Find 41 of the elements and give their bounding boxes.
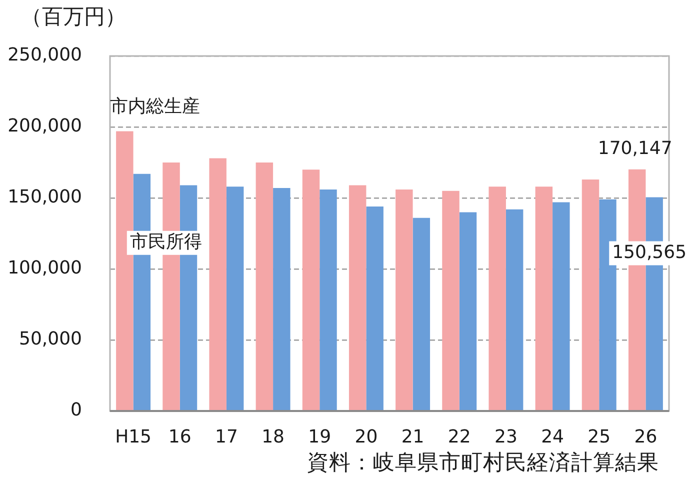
x-tick-label: 17 <box>215 426 238 448</box>
y-tick-label: 100,000 <box>8 258 82 279</box>
bar <box>535 186 553 410</box>
bar <box>552 202 570 410</box>
x-tick-label: 18 <box>262 426 284 448</box>
bar <box>506 209 524 410</box>
bar <box>366 206 384 410</box>
x-tick-label: 22 <box>448 426 471 448</box>
bar <box>302 170 320 410</box>
bar <box>396 189 413 410</box>
x-tick-label: 24 <box>541 426 564 448</box>
y-tick-label: 250,000 <box>8 44 82 66</box>
x-tick-label: 23 <box>494 426 518 448</box>
x-tick-label: 16 <box>168 426 192 448</box>
bar <box>320 189 337 410</box>
x-tick-label: 26 <box>634 426 658 448</box>
data-label: 150,565 <box>612 242 687 263</box>
x-tick-label: 19 <box>308 426 332 448</box>
y-axis-title: （百万円） <box>21 4 126 28</box>
bar <box>209 158 226 410</box>
bar <box>582 180 600 410</box>
bar <box>459 212 477 410</box>
x-tick-label: 21 <box>401 426 424 448</box>
x-tick-label: H15 <box>115 426 152 448</box>
bar <box>273 188 290 410</box>
bar <box>412 218 430 410</box>
y-tick-label: 50,000 <box>19 328 82 350</box>
y-tick-label: 150,000 <box>8 186 82 208</box>
bar <box>226 186 244 410</box>
series-label: 市内総生産 <box>110 96 200 117</box>
x-tick-label: 25 <box>588 426 611 448</box>
x-tick-label: 20 <box>354 426 378 448</box>
text: 資料：岐阜県市町村民経済計算結果 <box>307 450 659 476</box>
series-label: 市民所得 <box>130 232 202 253</box>
data-label: 170,147 <box>598 138 672 160</box>
y-tick-label: 200,000 <box>8 116 82 137</box>
bar <box>256 162 274 410</box>
bar <box>488 186 506 410</box>
y-tick-label: 0 <box>70 400 82 421</box>
bar <box>442 190 460 410</box>
bar <box>348 185 366 410</box>
